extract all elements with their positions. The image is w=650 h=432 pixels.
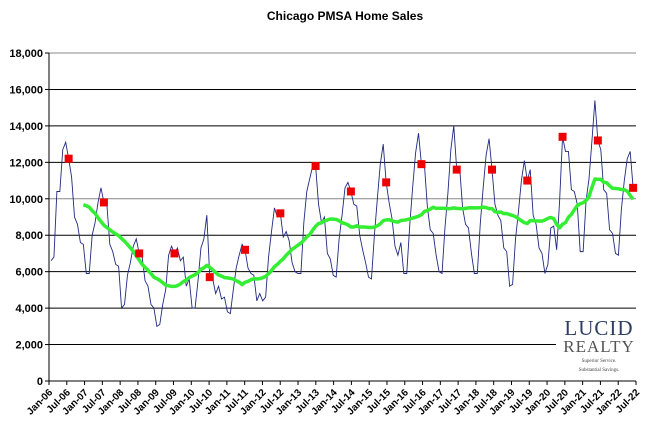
y-tick-label: 10,000 [9, 194, 43, 206]
july-marker [452, 165, 461, 174]
july-marker [417, 160, 426, 169]
july-marker [558, 132, 567, 141]
y-tick-label: 16,000 [9, 84, 43, 96]
y-tick-label: 2,000 [15, 340, 43, 352]
july-marker [170, 249, 179, 258]
logo-name: LUCID [564, 316, 634, 340]
july-marker [135, 249, 144, 258]
july-marker [346, 187, 355, 196]
july-marker [241, 245, 250, 254]
july-marker [276, 209, 285, 218]
y-tick-label: 14,000 [9, 121, 43, 133]
july-marker [311, 161, 320, 170]
y-tick-label: 6,000 [15, 267, 43, 279]
logo-tagline-2: Substantial Savings. [578, 368, 620, 373]
chart-title: Chicago PMSA Home Sales [266, 9, 424, 23]
july-marker [629, 183, 638, 192]
lucid-realty-logo: LUCID REALTY Superior Service. Substanti… [556, 316, 642, 373]
july-marker [64, 154, 73, 163]
logo-sub: REALTY [563, 337, 635, 356]
july-marker [593, 136, 602, 145]
july-marker [205, 273, 214, 282]
july-marker [488, 165, 496, 174]
july-marker [382, 178, 391, 187]
y-tick-label: 18,000 [9, 48, 43, 60]
y-tick-label: 0 [37, 376, 43, 388]
july-marker [523, 176, 532, 185]
logo-tagline-1: Superior Service. [581, 359, 617, 364]
moving-average-line [82, 177, 635, 289]
monthly-sales-line [50, 100, 634, 328]
y-tick-label: 12,000 [9, 157, 43, 169]
y-tick-label: 4,000 [15, 303, 43, 315]
july-marker [99, 198, 108, 207]
y-tick-label: 8,000 [15, 230, 43, 242]
